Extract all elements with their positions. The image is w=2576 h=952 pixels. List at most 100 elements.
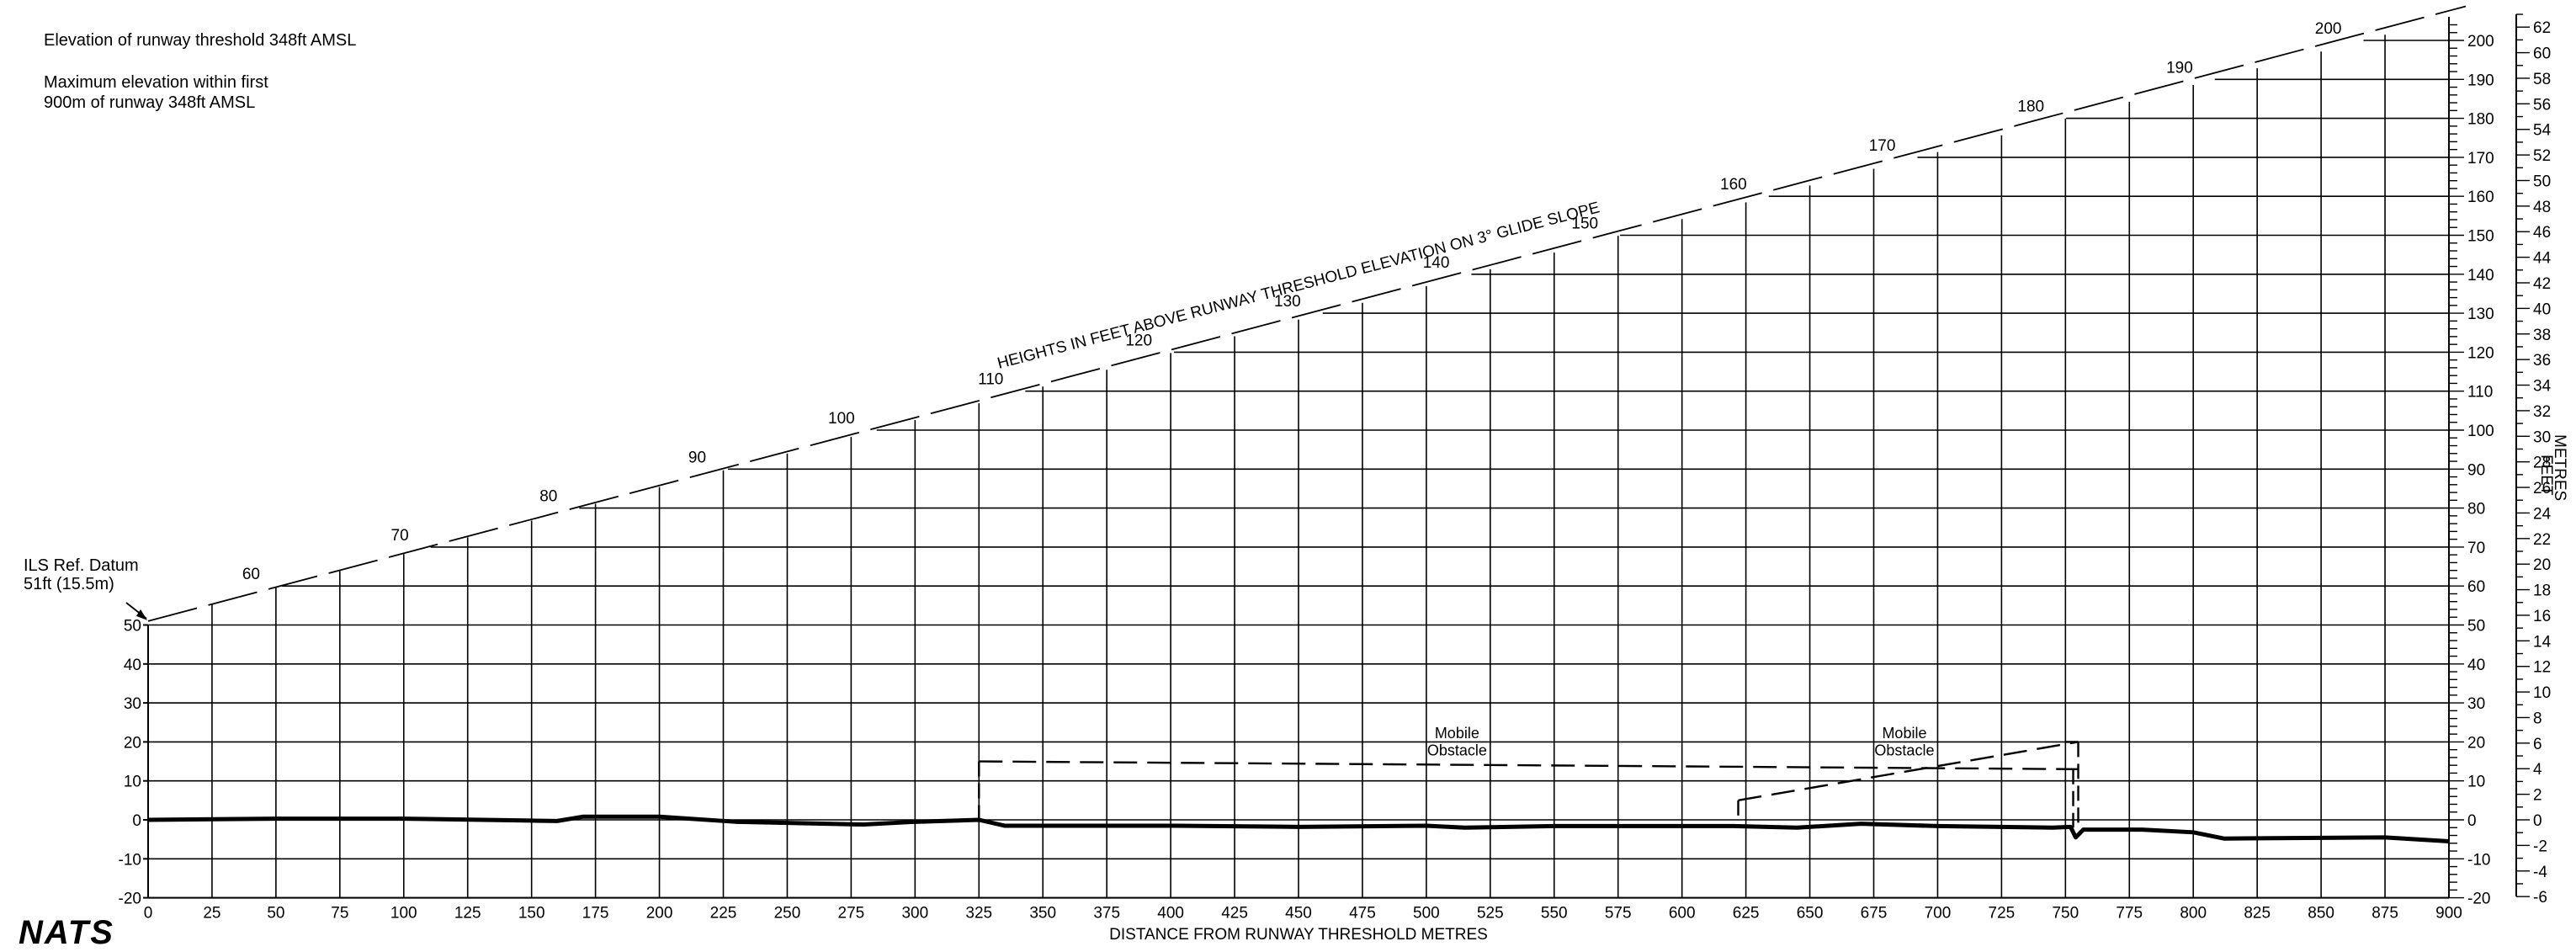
- x-axis-tick-label: 200: [646, 905, 673, 923]
- metres-axis-tick-label: 4: [2533, 761, 2542, 779]
- feet-axis-tick-label: 70: [2467, 540, 2485, 557]
- x-axis-tick-label: 400: [1157, 905, 1184, 923]
- left-axis-tick-label: 30: [124, 695, 141, 713]
- metres-axis-tick-label: 42: [2533, 275, 2551, 293]
- mobile-obstacle-1-top: [979, 760, 2079, 771]
- max-elevation-note-line1: Maximum elevation within first: [44, 73, 268, 92]
- metres-axis-tick-label: 12: [2533, 659, 2551, 677]
- glide-slope-mark-label: 190: [2166, 59, 2193, 77]
- x-axis-tick-label: 600: [1669, 905, 1696, 923]
- glide-slope-mark-label: 140: [1423, 254, 1450, 272]
- metres-axis-tick-label: -6: [2533, 889, 2547, 907]
- metres-axis-tick-label: 52: [2533, 147, 2551, 165]
- glide-slope-mark-label: 80: [539, 488, 557, 506]
- glide-slope-mark-label: 120: [1125, 332, 1152, 349]
- metres-axis-tick-label: -2: [2533, 838, 2547, 855]
- x-axis-tick-label: 525: [1477, 905, 1504, 923]
- feet-axis-tick-label: -20: [2467, 891, 2490, 908]
- feet-axis-tick-label: 100: [2467, 423, 2494, 440]
- x-axis-tick-label: 750: [2052, 905, 2079, 923]
- x-axis-title: DISTANCE FROM RUNWAY THRESHOLD METRES: [1109, 926, 1488, 942]
- metres-axis-tick-label: 34: [2533, 378, 2552, 396]
- metres-axis-tick-label: 32: [2533, 403, 2551, 421]
- metres-axis-tick-label: 0: [2533, 812, 2542, 830]
- metres-axis-tick-label: 30: [2533, 428, 2551, 446]
- feet-axis-tick-label: 90: [2467, 461, 2485, 479]
- metres-axis-tick-label: 50: [2533, 173, 2551, 190]
- metres-axis-tick-label: 38: [2533, 327, 2551, 344]
- feet-axis-tick-label: 30: [2467, 695, 2485, 713]
- left-axis-tick-label: -10: [119, 851, 141, 869]
- feet-axis-title: FEET: [2537, 455, 2555, 496]
- x-axis-tick-label: 500: [1413, 905, 1440, 923]
- x-axis-tick-label: 725: [1989, 905, 2016, 923]
- x-axis-tick-label: 75: [331, 905, 348, 923]
- glide-slope-mark-label: 90: [688, 449, 706, 466]
- left-axis-tick-label: -20: [119, 891, 141, 908]
- metres-axis-tick-label: 28: [2533, 455, 2551, 472]
- x-axis-tick-label: 0: [144, 905, 153, 923]
- feet-axis-tick-label: 170: [2467, 150, 2494, 168]
- glide-slope-mark-label: 110: [978, 371, 1003, 389]
- x-axis-tick-label: 800: [2180, 905, 2207, 923]
- left-axis-tick-label: 20: [124, 734, 141, 752]
- x-axis-tick-label: 350: [1029, 905, 1056, 923]
- ils-datum-arrow-head: [136, 609, 147, 620]
- glide-slope-mark-label: 200: [2315, 20, 2342, 38]
- feet-axis-tick-label: 110: [2467, 384, 2493, 402]
- metres-axis-tick-label: -4: [2533, 864, 2547, 881]
- metres-axis-tick-label: 56: [2533, 96, 2551, 114]
- metres-axis-tick-label: 36: [2533, 352, 2551, 370]
- feet-axis-tick-label: 160: [2467, 189, 2494, 206]
- glide-slope-mark-label: 130: [1274, 293, 1301, 311]
- feet-axis-tick-label: 190: [2467, 72, 2494, 89]
- x-axis-tick-label: 175: [582, 905, 609, 923]
- metres-axis-title: METRES: [2551, 434, 2568, 501]
- feet-axis-tick-label: 150: [2467, 228, 2494, 246]
- x-axis-tick-label: 250: [774, 905, 801, 923]
- x-axis-tick-label: 875: [2372, 905, 2398, 923]
- metres-axis-tick-label: 58: [2533, 71, 2551, 88]
- x-axis-tick-label: 125: [454, 905, 481, 923]
- obstacle-2-label-line1: Mobile: [1882, 725, 1926, 742]
- metres-axis-tick-label: 16: [2533, 608, 2551, 625]
- glide-slope-mark-label: 170: [1869, 137, 1896, 155]
- feet-axis-tick-label: 120: [2467, 344, 2494, 362]
- x-axis-tick-label: 550: [1541, 905, 1568, 923]
- metres-axis-tick-label: 18: [2533, 582, 2551, 600]
- metres-axis-tick-label: 44: [2533, 250, 2552, 268]
- metres-axis-tick-label: 26: [2533, 480, 2551, 497]
- glide-slope-mark-label: 70: [391, 527, 409, 545]
- glide-slope-mark-label: 180: [2017, 98, 2044, 116]
- x-axis-tick-label: 150: [518, 905, 545, 923]
- glide-slope-mark-label: 60: [242, 566, 260, 583]
- feet-axis-tick-label: 60: [2467, 578, 2485, 596]
- feet-axis-tick-label: 0: [2467, 812, 2477, 830]
- feet-axis-tick-label: 50: [2467, 618, 2485, 636]
- metres-axis-tick-label: 22: [2533, 531, 2551, 549]
- metres-axis-tick-label: 20: [2533, 556, 2551, 574]
- x-axis-tick-label: 675: [1861, 905, 1888, 923]
- metres-axis-tick-label: 46: [2533, 224, 2551, 242]
- x-axis-tick-label: 100: [390, 905, 417, 923]
- feet-axis-tick-label: 80: [2467, 501, 2485, 519]
- x-axis-tick-label: 575: [1605, 905, 1632, 923]
- x-axis-tick-label: 50: [267, 905, 284, 923]
- feet-axis-tick-label: 40: [2467, 657, 2485, 674]
- metres-axis-tick-label: 14: [2533, 633, 2552, 651]
- metres-axis-tick-label: 48: [2533, 199, 2551, 216]
- obstacle-2-label-line2: Obstacle: [1874, 742, 1934, 759]
- x-axis-tick-label: 25: [203, 905, 220, 923]
- feet-axis-tick-label: 200: [2467, 33, 2494, 51]
- max-elevation-note-line2: 900m of runway 348ft AMSL: [44, 93, 256, 112]
- x-axis-tick-label: 850: [2308, 905, 2334, 923]
- x-axis-tick-label: 225: [710, 905, 737, 923]
- metres-axis-tick-label: 8: [2533, 710, 2542, 727]
- x-axis-tick-label: 375: [1093, 905, 1120, 923]
- left-axis-tick-label: 40: [124, 657, 141, 674]
- obstacle-1-label-line1: Mobile: [1435, 725, 1479, 742]
- glide-slope-mark-label: 150: [1571, 215, 1598, 233]
- feet-axis-tick-label: 180: [2467, 111, 2494, 129]
- left-axis-tick-label: 0: [132, 812, 141, 830]
